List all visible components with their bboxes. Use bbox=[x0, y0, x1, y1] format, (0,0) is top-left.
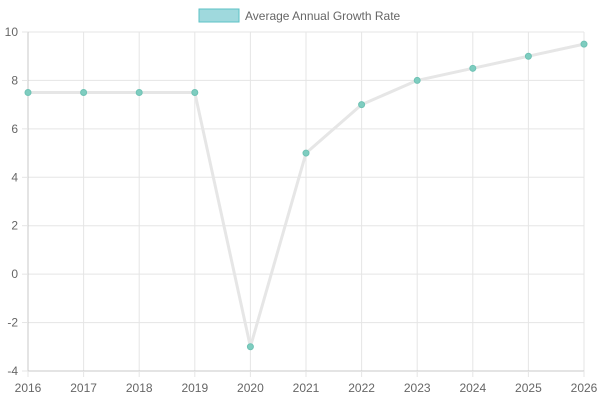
data-point[interactable] bbox=[524, 52, 532, 60]
x-tick-label: 2016 bbox=[15, 381, 42, 395]
x-tick-label: 2019 bbox=[181, 381, 208, 395]
x-tick-label: 2018 bbox=[126, 381, 153, 395]
data-point[interactable] bbox=[302, 149, 310, 157]
x-tick-label: 2017 bbox=[70, 381, 97, 395]
x-tick-label: 2022 bbox=[348, 381, 375, 395]
y-tick-label: 4 bbox=[11, 170, 18, 184]
x-tick-label: 2025 bbox=[515, 381, 542, 395]
data-point[interactable] bbox=[580, 40, 588, 48]
x-axis-ticks: 2016 2017 2018 2019 2020 2021 2022 2023 2024 2025… bbox=[15, 371, 598, 395]
data-point[interactable] bbox=[246, 343, 254, 351]
x-tick-label: 2021 bbox=[293, 381, 320, 395]
y-axis-ticks: 10 8 6 4 2 0 -2 -4 bbox=[5, 25, 28, 378]
data-point[interactable] bbox=[469, 64, 477, 72]
data-point[interactable] bbox=[24, 89, 32, 97]
y-tick-label: 10 bbox=[5, 25, 19, 39]
y-tick-label: 0 bbox=[11, 267, 18, 281]
legend-label[interactable]: Average Annual Growth Rate bbox=[245, 9, 401, 23]
data-point[interactable] bbox=[135, 89, 143, 97]
y-tick-label: 6 bbox=[11, 122, 18, 136]
legend-swatch[interactable] bbox=[198, 8, 240, 23]
y-tick-label: -4 bbox=[7, 364, 18, 378]
y-tick-label: 8 bbox=[11, 73, 18, 87]
x-tick-label: 2020 bbox=[237, 381, 264, 395]
y-tick-label: -2 bbox=[7, 316, 18, 330]
data-point[interactable] bbox=[358, 101, 366, 109]
data-point[interactable] bbox=[80, 89, 88, 97]
x-tick-label: 2026 bbox=[571, 381, 598, 395]
legend[interactable]: Average Annual Growth Rate bbox=[198, 8, 401, 23]
series-average-annual-growth-rate bbox=[24, 40, 588, 351]
x-tick-label: 2023 bbox=[404, 381, 431, 395]
y-tick-label: 2 bbox=[11, 219, 18, 233]
data-point[interactable] bbox=[191, 89, 199, 97]
grid bbox=[27, 31, 585, 372]
x-tick-label: 2024 bbox=[459, 381, 486, 395]
data-point[interactable] bbox=[413, 76, 421, 84]
